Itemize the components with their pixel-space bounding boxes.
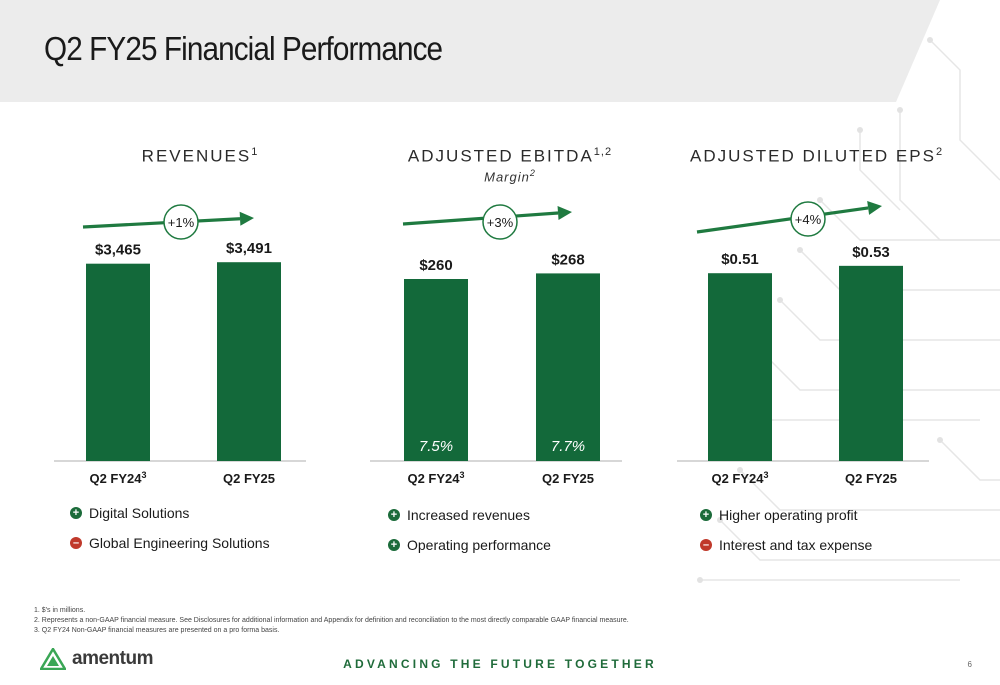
chart1-bar-1: [86, 263, 150, 461]
eps-heading-text: ADJUSTED DILUTED EPS: [690, 146, 936, 166]
chart2-category-sup-1: 3: [460, 470, 465, 480]
ebitda-heading-text: ADJUSTED EBITDA: [407, 146, 594, 166]
plus-circle-icon: +: [700, 509, 712, 521]
chart3-category-label-2: Q2 FY25: [845, 471, 897, 486]
footnote: 1. $'s in millions.: [34, 607, 86, 614]
driver-item: – Global Engineering Solutions: [70, 528, 270, 558]
page-number: 6: [967, 660, 972, 669]
chart1-category-sup-1: 3: [142, 470, 147, 480]
chart2-value-label-2: $268: [551, 251, 584, 268]
driver-item: – Interest and tax expense: [700, 530, 872, 560]
page-title: Q2 FY25 Financial Performance: [44, 30, 443, 67]
chart1-delta-bubble: [163, 204, 199, 240]
chart1-category-label-1: Q2 FY243: [89, 470, 146, 486]
chart2-delta-bubble: [482, 204, 518, 240]
chart3-value-label-1: $0.51: [721, 251, 759, 268]
chart2-category-label-2: Q2 FY25: [542, 471, 594, 486]
logo-text: amentum: [72, 648, 153, 669]
chart3-category-sup-1: 3: [764, 470, 769, 480]
ebitda-heading: ADJUSTED EBITDA1,2: [380, 146, 640, 167]
plus-circle-icon: +: [388, 509, 400, 521]
chart1-delta-label: +1%: [168, 215, 195, 230]
eps-drivers: + Higher operating profit – Interest and ta…: [700, 500, 872, 560]
tagline: ADVANCING THE FUTURE TOGETHER: [343, 657, 657, 671]
chart2-margin-label-1: 7.5%: [419, 438, 453, 455]
chart1-category-label-2: Q2 FY25: [223, 471, 275, 486]
chart1-trend-arrow-line: [82, 217, 241, 229]
chart2-bar-2: [536, 273, 600, 461]
chart2-category-label-1: Q2 FY243: [407, 470, 464, 486]
chart2-margin-label-2: 7.7%: [551, 438, 585, 455]
revenues-heading-text: REVENUES: [141, 146, 252, 166]
plus-circle-icon: +: [388, 539, 400, 551]
chart3-trend-arrow-head-icon: [867, 201, 882, 215]
chart1-value-label-1: $3,465: [95, 242, 141, 259]
chart2-delta-label: +3%: [487, 215, 514, 230]
driver-item: + Digital Solutions: [70, 498, 270, 528]
chart2-trend-arrow-head-icon: [557, 206, 572, 220]
chart3-value-label-2: $0.53: [852, 244, 890, 261]
ebitda-heading-sup: 1,2: [593, 146, 613, 158]
eps-heading-sup: 2: [935, 146, 944, 158]
footnote: 3. Q2 FY24 Non-GAAP financial measures a…: [34, 627, 280, 634]
chart3-delta-label: +4%: [795, 212, 822, 227]
chart3-category-label-1: Q2 FY243: [711, 470, 768, 486]
ebitda-subheading-text: Margin: [484, 169, 530, 185]
driver-text: Higher operating profit: [719, 507, 858, 523]
driver-text: Increased revenues: [407, 507, 530, 523]
driver-item: + Increased revenues: [388, 500, 551, 530]
eps-heading: ADJUSTED DILUTED EPS2: [690, 146, 942, 167]
chart2-trend-arrow-line: [402, 211, 559, 226]
chart2-bar-1: [404, 279, 468, 461]
chart1-bar-2: [217, 262, 281, 461]
ebitda-subheading: Margin2: [430, 168, 590, 184]
ebitda-drivers: + Increased revenues + Operating performanc…: [388, 500, 551, 560]
ebitda-subheading-sup: 2: [529, 168, 536, 178]
minus-circle-icon: –: [700, 539, 712, 551]
header-band: [0, 0, 940, 102]
revenues-heading: REVENUES1: [90, 146, 310, 167]
logo-mark-icon: [40, 648, 66, 670]
driver-item: + Operating performance: [388, 530, 551, 560]
driver-item: + Higher operating profit: [700, 500, 872, 530]
footnote: 2. Represents a non-GAAP financial measu…: [34, 617, 629, 624]
chart3-trend-arrow-line: [696, 206, 869, 234]
amentum-logo: amentum: [40, 648, 153, 670]
plus-circle-icon: +: [70, 507, 82, 519]
chart3-delta-bubble: [790, 201, 826, 237]
chart3-bar-2: [839, 265, 903, 461]
driver-text: Digital Solutions: [89, 505, 190, 521]
driver-text: Interest and tax expense: [719, 537, 873, 553]
minus-circle-icon: –: [70, 537, 82, 549]
footnotes: 1. $'s in millions. 2. Represents a non-…: [34, 606, 629, 636]
chart1-value-label-2: $3,491: [226, 240, 272, 257]
chart1-trend-arrow-head-icon: [239, 211, 254, 226]
chart3-bar-1: [708, 273, 772, 461]
revenues-drivers: + Digital Solutions – Global Engineering So…: [70, 498, 270, 558]
chart2-value-label-1: $260: [419, 257, 452, 274]
revenues-heading-sup: 1: [251, 146, 259, 158]
driver-text: Operating performance: [407, 537, 551, 553]
driver-text: Global Engineering Solutions: [89, 535, 270, 551]
